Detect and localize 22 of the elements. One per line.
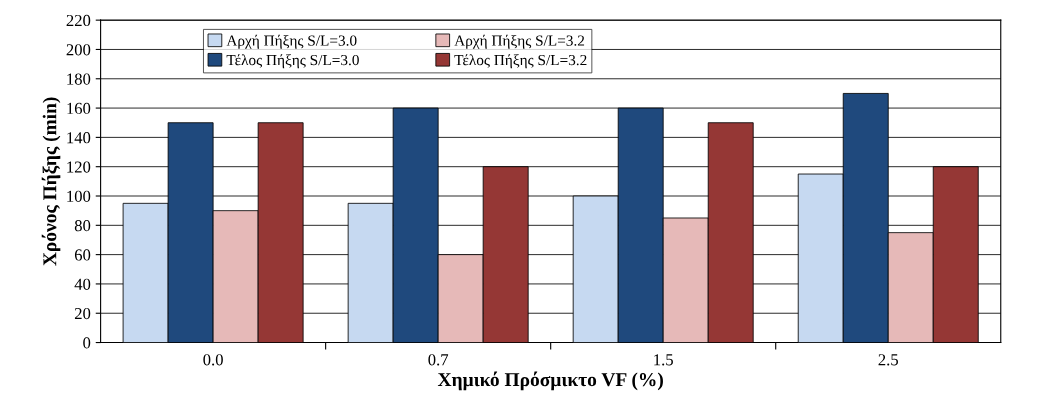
y-tick-label: 40 <box>74 278 91 290</box>
y-tick-label: 100 <box>67 190 91 202</box>
y-tick-label: 160 <box>67 102 91 115</box>
y-tick-label: 80 <box>74 220 91 232</box>
y-tick-label: 180 <box>67 73 91 85</box>
x-tick-label: 1.5 <box>654 354 673 366</box>
y-tick-label: 0 <box>83 337 91 349</box>
legend-label: Αρχή Πήξης S/L=3.2 <box>454 34 585 49</box>
y-tick-label: 60 <box>74 249 91 261</box>
y-tick-label: 200 <box>66 44 91 56</box>
x-tick-label: 0.0 <box>203 354 223 366</box>
y-tick-label: 220 <box>66 14 91 27</box>
x-tick-label: 0.7 <box>428 354 449 366</box>
y-axis-title: Χρόνος Πήξης (min) <box>41 97 61 266</box>
legend-label: Αρχή Πήξης S/L=3.0 <box>226 34 357 49</box>
y-tick-label: 20 <box>74 307 91 320</box>
y-tick-label: 140 <box>67 132 91 144</box>
legend-label: Τέλος Πήξης S/L=3.0 <box>226 54 359 69</box>
legend-label: Τέλος Πήξης S/L=3.2 <box>454 54 587 69</box>
y-tick-label: 120 <box>67 161 91 173</box>
x-tick-label: 2.5 <box>878 354 898 366</box>
x-axis-title: Χημικό Πρόσμικτο VF (%) <box>437 371 663 391</box>
